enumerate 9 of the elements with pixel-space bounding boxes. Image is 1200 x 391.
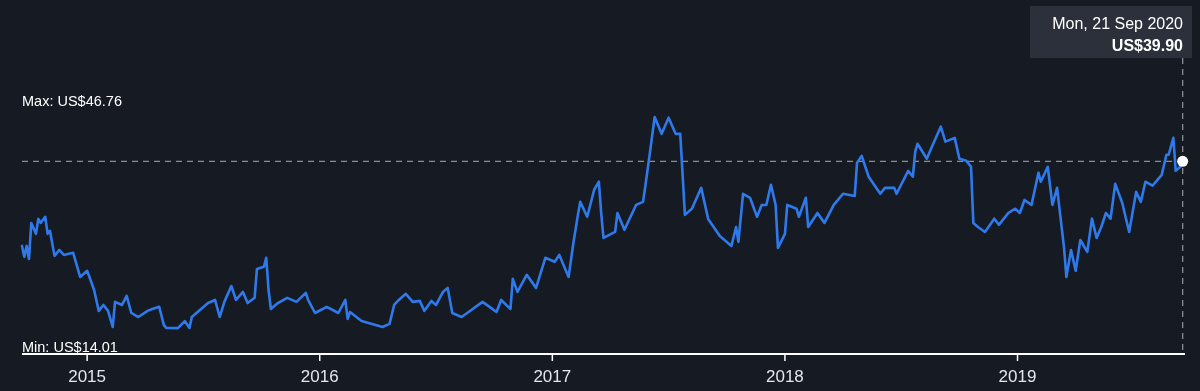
text: Mon, 21 Sep 2020 bbox=[1052, 15, 1184, 32]
x-tick-label: 2018 bbox=[766, 367, 804, 386]
x-tick-label: 2015 bbox=[68, 367, 107, 386]
text: Max: US$46.76 bbox=[22, 93, 122, 109]
x-tick-label: 2017 bbox=[533, 367, 572, 386]
x-tick-label: 2016 bbox=[300, 367, 339, 386]
text: US$39.90 bbox=[1111, 37, 1184, 54]
x-tick-label: 2019 bbox=[998, 367, 1037, 386]
annotation: Min: US$14.01 bbox=[22, 339, 118, 355]
